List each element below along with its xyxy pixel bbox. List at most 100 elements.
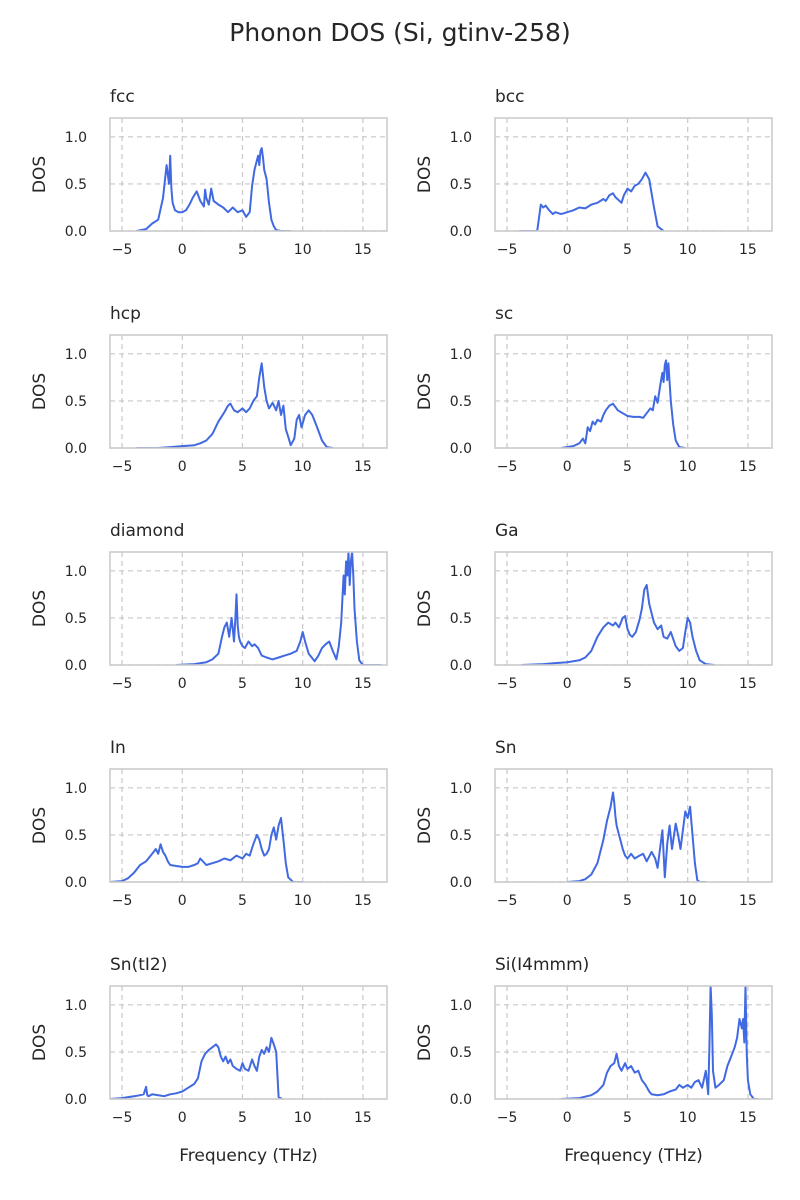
- x-tick-label: 10: [294, 459, 312, 475]
- dos-curve-hcp: [136, 362, 333, 448]
- x-tick-label: 0: [563, 893, 572, 909]
- x-tick-label: −5: [112, 676, 133, 692]
- axes-frame: [109, 334, 388, 449]
- axes-frame: [494, 334, 773, 449]
- x-tick-label: 0: [178, 1110, 187, 1126]
- axes-frame: [109, 117, 388, 232]
- x-tick-label: 10: [679, 242, 697, 258]
- panel-sc: −5 0 5 10 15 0.0 0.5 1.0 sc DOS: [415, 304, 773, 475]
- panel-title: Ga: [495, 521, 519, 541]
- y-axis-label: DOS: [30, 1024, 50, 1061]
- x-tick-label: 15: [739, 1110, 757, 1126]
- panel-diamond: −5 0 5 10 15 0.0 0.5 1.0 diamond DOS: [30, 521, 388, 692]
- x-tick-label: 10: [294, 1110, 312, 1126]
- x-tick-label: 5: [238, 1110, 247, 1126]
- dos-curve-sc: [561, 359, 686, 448]
- x-tick-label: 15: [354, 676, 372, 692]
- dos-curve-Sn: [567, 791, 706, 882]
- x-tick-label: 0: [178, 242, 187, 258]
- panel-fcc: −5 0 5 10 15 0.0 0.5 1.0 fcc DOS: [30, 87, 388, 258]
- y-tick-label: 1.0: [65, 564, 87, 580]
- y-tick-label: 0.0: [450, 875, 472, 891]
- dos-curve-bcc: [519, 171, 665, 231]
- y-tick-label: 0.0: [450, 658, 472, 674]
- y-axis-label: DOS: [30, 807, 50, 844]
- x-tick-label: 5: [238, 893, 247, 909]
- y-tick-label: 0.5: [450, 394, 472, 410]
- x-tick-label: 5: [623, 242, 632, 258]
- y-tick-label: 0.0: [65, 875, 87, 891]
- x-tick-label: 15: [354, 459, 372, 475]
- x-axis-label: Frequency (THz): [564, 1146, 703, 1166]
- panel-title: fcc: [110, 87, 135, 107]
- y-tick-label: 0.0: [65, 224, 87, 240]
- y-tick-label: 1.0: [450, 347, 472, 363]
- panel-title: In: [110, 738, 126, 758]
- y-axis-label: DOS: [415, 1024, 435, 1061]
- x-tick-label: 10: [679, 1110, 697, 1126]
- x-tick-label: 5: [623, 1110, 632, 1126]
- y-tick-label: 0.0: [450, 1092, 472, 1108]
- y-tick-label: 0.0: [450, 441, 472, 457]
- dos-curve-Sn(tI2): [110, 1036, 283, 1099]
- y-tick-label: 0.5: [65, 1045, 87, 1061]
- x-tick-label: 0: [563, 242, 572, 258]
- x-tick-label: 5: [623, 893, 632, 909]
- y-tick-label: 0.5: [450, 1045, 472, 1061]
- panel-title: sc: [495, 304, 513, 324]
- x-tick-label: 5: [623, 676, 632, 692]
- y-tick-label: 1.0: [450, 998, 472, 1014]
- y-axis-label: DOS: [415, 590, 435, 627]
- panel-title: diamond: [110, 521, 184, 541]
- axes-frame: [109, 985, 388, 1100]
- y-axis-label: DOS: [415, 807, 435, 844]
- x-tick-label: 0: [563, 676, 572, 692]
- panel-title: Sn: [495, 738, 517, 758]
- x-tick-label: 15: [354, 893, 372, 909]
- y-tick-label: 1.0: [65, 998, 87, 1014]
- y-tick-label: 1.0: [450, 564, 472, 580]
- y-axis-label: DOS: [30, 156, 50, 193]
- x-tick-label: 15: [739, 893, 757, 909]
- x-tick-label: 10: [679, 676, 697, 692]
- panel-title: Si(I4mmm): [495, 955, 589, 975]
- dos-curve-Ga: [521, 584, 715, 665]
- axes-frame: [494, 117, 773, 232]
- x-tick-label: 10: [294, 242, 312, 258]
- x-tick-label: 15: [354, 242, 372, 258]
- y-tick-label: 0.5: [65, 828, 87, 844]
- x-tick-label: 5: [238, 676, 247, 692]
- y-tick-label: 0.5: [65, 611, 87, 627]
- panel-Ga: −5 0 5 10 15 0.0 0.5 1.0 Ga DOS: [415, 521, 773, 692]
- chart-title: Phonon DOS (Si, gtinv-258): [229, 18, 571, 47]
- x-tick-label: 5: [623, 459, 632, 475]
- y-axis-label: DOS: [30, 373, 50, 410]
- axes-frame: [494, 551, 773, 666]
- x-tick-label: −5: [112, 242, 133, 258]
- y-tick-label: 0.0: [65, 1092, 87, 1108]
- y-tick-label: 0.5: [450, 611, 472, 627]
- y-tick-label: 1.0: [450, 130, 472, 146]
- x-tick-label: −5: [497, 459, 518, 475]
- axes-frame: [109, 551, 388, 666]
- y-tick-label: 1.0: [65, 130, 87, 146]
- panel-hcp: −5 0 5 10 15 0.0 0.5 1.0 hcp DOS: [30, 304, 388, 475]
- x-tick-label: −5: [112, 459, 133, 475]
- y-axis-label: DOS: [415, 373, 435, 410]
- y-tick-label: 1.0: [65, 347, 87, 363]
- dos-curve-fcc: [136, 147, 291, 231]
- panel-Sn: −5 0 5 10 15 0.0 0.5 1.0 Sn DOS: [415, 738, 773, 909]
- x-tick-label: 5: [238, 459, 247, 475]
- panel-In: −5 0 5 10 15 0.0 0.5 1.0 In DOS: [30, 738, 388, 909]
- axes-frame: [494, 985, 773, 1100]
- y-axis-label: DOS: [30, 590, 50, 627]
- dos-curve-Si(I4mmm): [561, 986, 758, 1099]
- x-tick-label: −5: [497, 1110, 518, 1126]
- x-tick-label: −5: [112, 893, 133, 909]
- panel-Sn(tI2): −5 0 5 10 15 0.0 0.5 1.0 Sn(tI2) DOS Frequency (TH…: [30, 955, 388, 1166]
- x-tick-label: −5: [497, 676, 518, 692]
- x-tick-label: 0: [563, 459, 572, 475]
- panel-title: hcp: [110, 304, 141, 324]
- x-tick-label: 0: [178, 893, 187, 909]
